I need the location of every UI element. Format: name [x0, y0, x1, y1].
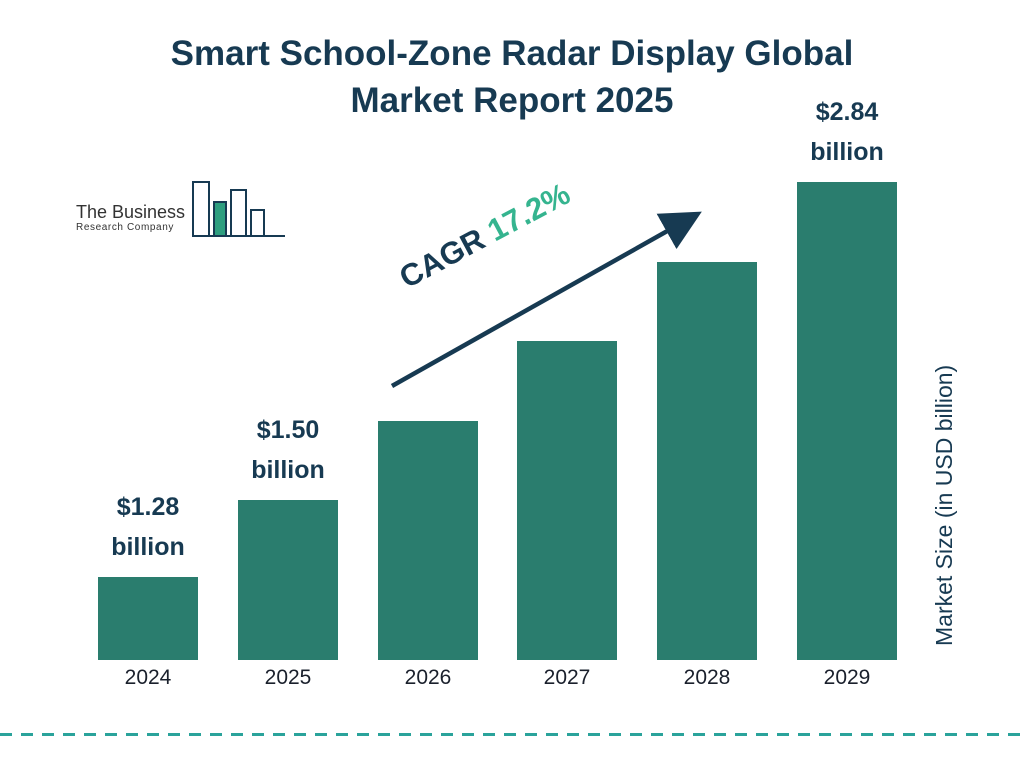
bar-2027: [517, 341, 617, 660]
value-label-2029: $2.84 billion: [810, 98, 884, 166]
x-tick-2027: 2027: [543, 666, 591, 689]
page-title: Smart School-Zone Radar Display Global M…: [0, 30, 1024, 124]
page-title-line2: Market Report 2025: [350, 81, 674, 120]
value-label-2024: $1.28 billion: [111, 493, 185, 561]
company-name: The Business: [76, 202, 186, 222]
x-tick-2024: 2024: [124, 666, 172, 689]
bar-2024: [98, 577, 198, 660]
company-logo: The Business Research Company: [76, 176, 287, 251]
x-tick-2028: 2028: [683, 666, 731, 689]
company-logo-text: The Business Research Company: [76, 176, 185, 233]
value-label-2025: $1.50 billion: [251, 416, 325, 484]
bar-2025: [238, 500, 338, 660]
page-title-line1: Smart School-Zone Radar Display Global: [170, 34, 854, 73]
x-tick-2029: 2029: [823, 666, 871, 689]
bar-2026: [378, 421, 478, 660]
company-subname: Research Company: [76, 222, 174, 233]
bar-2028: [657, 262, 757, 660]
y-axis-label: Market Size (in USD billion): [931, 364, 957, 646]
x-tick-2026: 2026: [404, 666, 452, 689]
bar-chart-logo-icon: [191, 176, 287, 251]
x-tick-2025: 2025: [264, 666, 312, 689]
bottom-dashed-divider: [0, 733, 1024, 736]
bar-2029: [797, 182, 897, 660]
